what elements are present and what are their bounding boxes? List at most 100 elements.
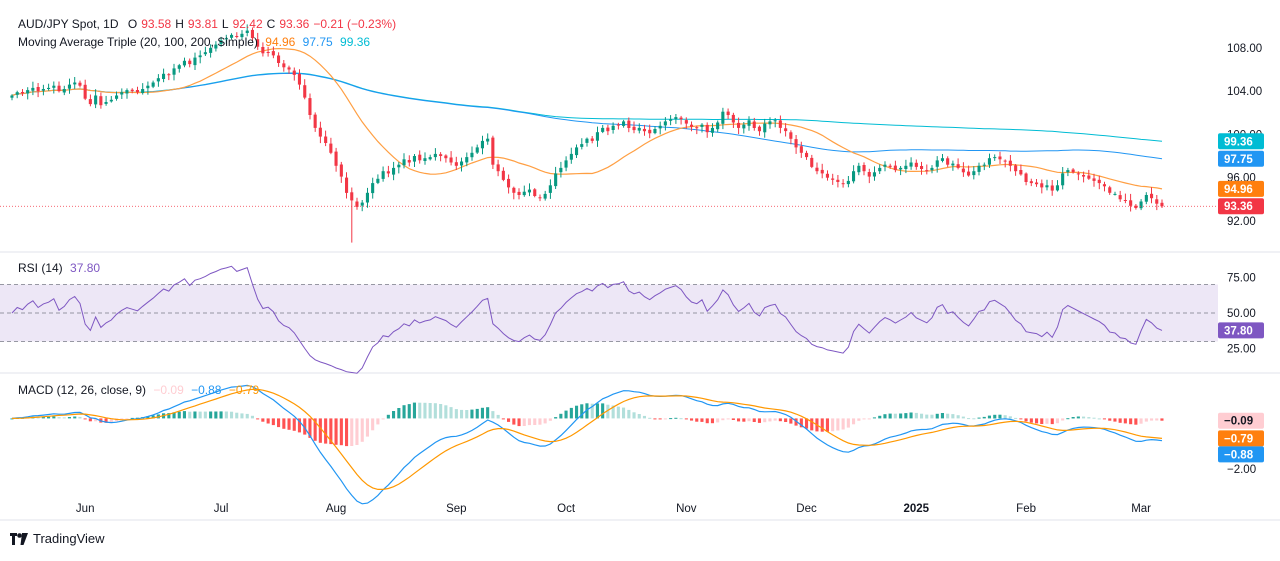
candle-body	[872, 172, 876, 177]
macd-hist-bar	[439, 404, 443, 419]
ma200-legend-value: 99.36	[340, 35, 371, 49]
time-tick-label: Nov	[676, 503, 697, 515]
macd-hist-bar	[663, 418, 667, 420]
macd-hist-bar	[888, 413, 892, 419]
candle-body	[1087, 175, 1091, 179]
ma-legend[interactable]: Moving Average Triple (20, 100, 200, Sim…	[18, 35, 374, 49]
candle-body	[836, 179, 840, 182]
macd-hist-bar	[1144, 418, 1148, 422]
macd-hist-bar	[491, 411, 495, 419]
candle-body	[554, 173, 558, 187]
macd-hist-bar	[428, 403, 432, 419]
time-tick-label: Feb	[1016, 503, 1036, 515]
macd-hist-bar	[883, 414, 887, 419]
candle-body	[88, 99, 92, 105]
candle-body	[857, 165, 861, 173]
candle-body	[1045, 185, 1049, 188]
tradingview-logo-text: TradingView	[33, 531, 105, 546]
macd-hist-bar	[773, 418, 777, 421]
rsi-tick-label: 50.00	[1227, 308, 1256, 320]
macd-hist-bar	[648, 417, 652, 419]
macd-legend[interactable]: MACD (12, 26, close, 9) −0.09 −0.88 −0.7…	[18, 383, 263, 397]
candle-body	[57, 85, 61, 92]
macd-tick-label: −2.00	[1227, 464, 1256, 476]
candle-body	[972, 171, 976, 176]
candle-body	[700, 124, 704, 127]
candle-body	[967, 171, 971, 176]
candle-body	[1155, 199, 1159, 204]
candle-body	[99, 96, 103, 106]
candle-body	[977, 165, 981, 172]
macd-hist-bar	[1029, 418, 1033, 423]
candle-body	[261, 47, 265, 54]
macd-hist-bar	[930, 414, 934, 419]
candle-body	[899, 167, 903, 170]
candle-body	[104, 102, 108, 104]
candle-body	[172, 68, 176, 75]
candle-body	[460, 161, 464, 166]
candle-body	[235, 36, 239, 37]
macd-hist-bar	[695, 418, 699, 422]
candle-body	[1066, 170, 1070, 173]
macd-hist-bar	[977, 417, 981, 419]
macd-hist-bar	[418, 402, 422, 419]
macd-hist-bar	[120, 418, 124, 420]
rsi-tick-label: 25.00	[1227, 344, 1256, 356]
candle-body	[825, 173, 829, 178]
rsi-legend[interactable]: RSI (14) 37.80	[18, 261, 104, 275]
low-value: 92.42	[232, 17, 263, 31]
macd-hist-bar	[172, 412, 176, 419]
candle-body	[695, 127, 699, 129]
candle-body	[402, 159, 406, 166]
candle-body	[334, 151, 338, 166]
rsi-line	[11, 265, 1163, 374]
candle-body	[815, 167, 819, 172]
macd-hist-bar	[475, 408, 479, 419]
macd-hist-bar	[1092, 417, 1096, 419]
candle-body	[120, 92, 124, 95]
macd-tag-box	[1218, 446, 1264, 463]
macd-hist-bar	[1118, 418, 1122, 423]
candle-body	[198, 55, 202, 58]
rsi-pane[interactable]	[0, 265, 1218, 374]
candle-body	[109, 99, 113, 102]
candle-body	[721, 111, 725, 124]
candle-body	[611, 125, 615, 130]
candle-body	[67, 84, 71, 89]
macd-hist-bar	[543, 418, 547, 424]
candle-body	[491, 137, 495, 165]
macd-hist-bar	[731, 418, 735, 420]
candle-body	[1129, 200, 1133, 206]
macd-pane[interactable]	[10, 384, 1164, 505]
macd-hist-bar	[585, 403, 589, 419]
macd-hist-bar	[318, 418, 322, 443]
candle-body	[794, 139, 798, 148]
candle-body	[230, 34, 234, 38]
macd-hist-bar	[642, 415, 646, 419]
macd-hist-bar	[104, 418, 108, 423]
macd-hist-bar	[595, 403, 599, 419]
candle-body	[125, 90, 129, 94]
candle-body	[1019, 170, 1023, 175]
macd-hist-bar	[1019, 418, 1023, 420]
candle-body	[867, 172, 871, 177]
price-pane[interactable]	[0, 24, 1218, 243]
macd-hist-bar	[444, 405, 448, 419]
candle-body	[329, 143, 333, 153]
macd-hist-bar	[182, 411, 186, 419]
macd-hist-bar	[522, 418, 526, 426]
macd-hist-bar	[841, 418, 845, 430]
candle-body	[658, 125, 662, 129]
candle-body	[930, 167, 934, 171]
candle-body	[799, 146, 803, 153]
macd-hist-bar	[449, 407, 453, 419]
price-tag-label: 93.36	[1224, 201, 1253, 213]
symbol-title[interactable]: AUD/JPY Spot, 1D	[18, 17, 119, 31]
macd-hist-bar	[245, 413, 249, 419]
macd-hist-bar	[470, 409, 474, 419]
tradingview-logo[interactable]: TradingView	[10, 531, 105, 546]
macd-hist-bar	[904, 413, 908, 419]
macd-hist-bar	[297, 418, 301, 433]
candle-body	[893, 165, 897, 171]
